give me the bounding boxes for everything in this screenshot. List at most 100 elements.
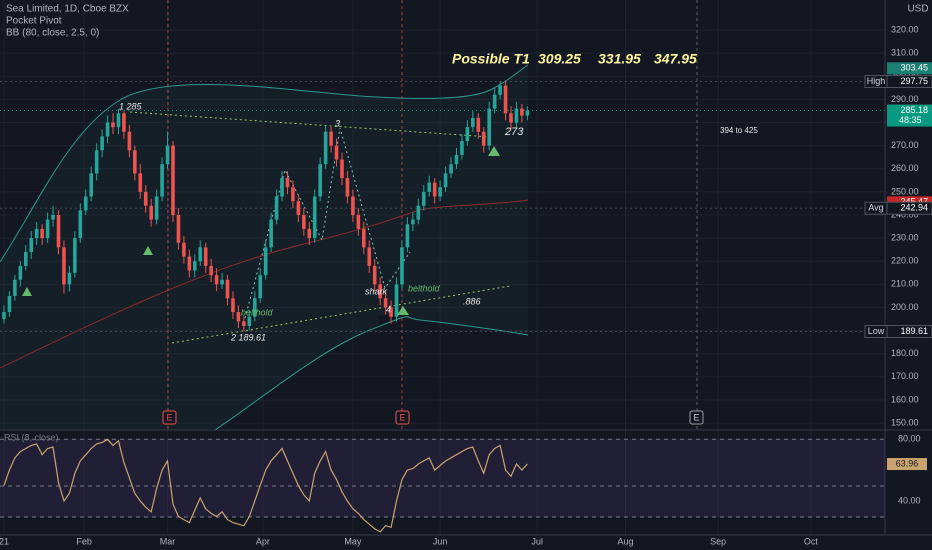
candle-body: [225, 279, 230, 299]
annotation: shark: [365, 286, 388, 296]
annotation: 394 to 425: [720, 126, 758, 135]
candle-body: [187, 256, 192, 271]
event-label[interactable]: E: [166, 412, 172, 422]
candle-body: [498, 85, 502, 95]
candle-body: [520, 108, 524, 116]
candle-body: [2, 312, 6, 320]
candle-body: [405, 224, 410, 248]
candle-body: [83, 196, 88, 211]
candle-body: [323, 131, 328, 165]
candle-body: [394, 284, 399, 317]
annotation: 273: [504, 126, 524, 138]
bb-basis: [0, 199, 529, 369]
annotation: 331.95: [598, 51, 641, 67]
candle-body: [334, 145, 339, 160]
x-tick-label: Feb: [76, 536, 92, 546]
event-box[interactable]: [162, 410, 177, 425]
annotation: 309.25: [538, 51, 581, 67]
candle-body: [209, 265, 213, 276]
candle-body: [111, 122, 115, 128]
candle-body: [481, 131, 486, 146]
candle-body: [67, 272, 72, 285]
indicator-label: BB (80, close, 2.5, 0): [6, 28, 99, 39]
candle-body: [89, 173, 94, 197]
candle-body: [56, 215, 61, 248]
candle-body: [143, 191, 148, 206]
price-marker-name: Low: [868, 326, 885, 336]
rsi-line: [3, 438, 528, 533]
candle-body: [367, 247, 372, 266]
candle-body: [432, 182, 437, 197]
candle-body: [503, 85, 508, 114]
rsi-title: RSI (8, close): [4, 432, 59, 442]
candle-body: [100, 136, 104, 151]
candle-body: [525, 110, 530, 116]
candle-body: [421, 191, 426, 206]
candle-body: [492, 94, 497, 109]
y-tick-label: 170.00: [891, 371, 919, 381]
x-tick-label: 21: [0, 536, 9, 546]
candle-body: [383, 298, 388, 308]
candle-body: [258, 275, 263, 299]
trendline: [129, 111, 491, 138]
rsi-pane: [0, 438, 885, 533]
rsi-last-label: 63.96: [896, 458, 919, 468]
annotation: 1 285: [119, 101, 143, 111]
candle-body: [45, 219, 50, 239]
event-label[interactable]: E: [399, 412, 405, 422]
candle-body: [487, 108, 491, 146]
candle-body: [242, 321, 246, 326]
x-tick-label: Apr: [256, 536, 270, 546]
candle-body: [400, 247, 404, 285]
indicator-label: Pocket Pivot: [6, 16, 62, 27]
event-label[interactable]: E: [693, 412, 699, 422]
x-tick-label: Oct: [804, 536, 819, 546]
candle-body: [280, 178, 284, 197]
candle-body: [389, 307, 393, 317]
candle-body: [345, 178, 350, 197]
candle-body: [13, 279, 17, 296]
rsi-last-box: [887, 458, 927, 471]
candle-body: [40, 228, 44, 239]
candle-body: [192, 261, 197, 271]
candle-body: [269, 219, 273, 248]
candle-body: [236, 312, 241, 322]
price-marker-label: 285.18: [900, 105, 928, 115]
annotation: belthold: [241, 307, 274, 317]
candle-body: [73, 238, 77, 273]
candle-body: [105, 122, 110, 137]
candle-body: [138, 173, 143, 192]
candle-body: [133, 150, 137, 174]
candle-body: [214, 275, 219, 285]
event-box[interactable]: [395, 410, 410, 425]
candle-body: [302, 215, 306, 229]
candle-body: [94, 150, 99, 174]
event-box[interactable]: [689, 410, 704, 425]
candle-body: [471, 117, 475, 128]
candle-body: [263, 247, 268, 276]
candle-body: [438, 187, 442, 197]
trendline: [171, 285, 511, 344]
price-marker: [887, 104, 932, 127]
y-tick-label: 320.00: [891, 24, 919, 34]
y-tick-label: 260.00: [891, 163, 919, 173]
candle-body: [274, 196, 279, 220]
y-tick-label: 310.00: [891, 48, 919, 58]
price-marker-label: 297.75: [900, 76, 928, 86]
y-tick-label: 250.00: [891, 186, 919, 196]
candle-body: [29, 238, 34, 252]
candle-body: [160, 164, 164, 197]
price-marker-name-box: [864, 74, 888, 88]
y-tick-label: 200.00: [891, 302, 919, 312]
candle-body: [465, 127, 470, 142]
candle-body: [198, 247, 203, 262]
price-marker-label: 189.61: [900, 326, 928, 336]
candle-body: [362, 228, 366, 248]
candle-body: [220, 279, 224, 285]
candle-body: [18, 265, 23, 280]
candle-body: [372, 265, 377, 285]
chart-title: Sea Limited, 1D, Cboe BZX: [6, 4, 129, 15]
candle-body: [356, 215, 361, 229]
candle-body: [378, 284, 382, 299]
